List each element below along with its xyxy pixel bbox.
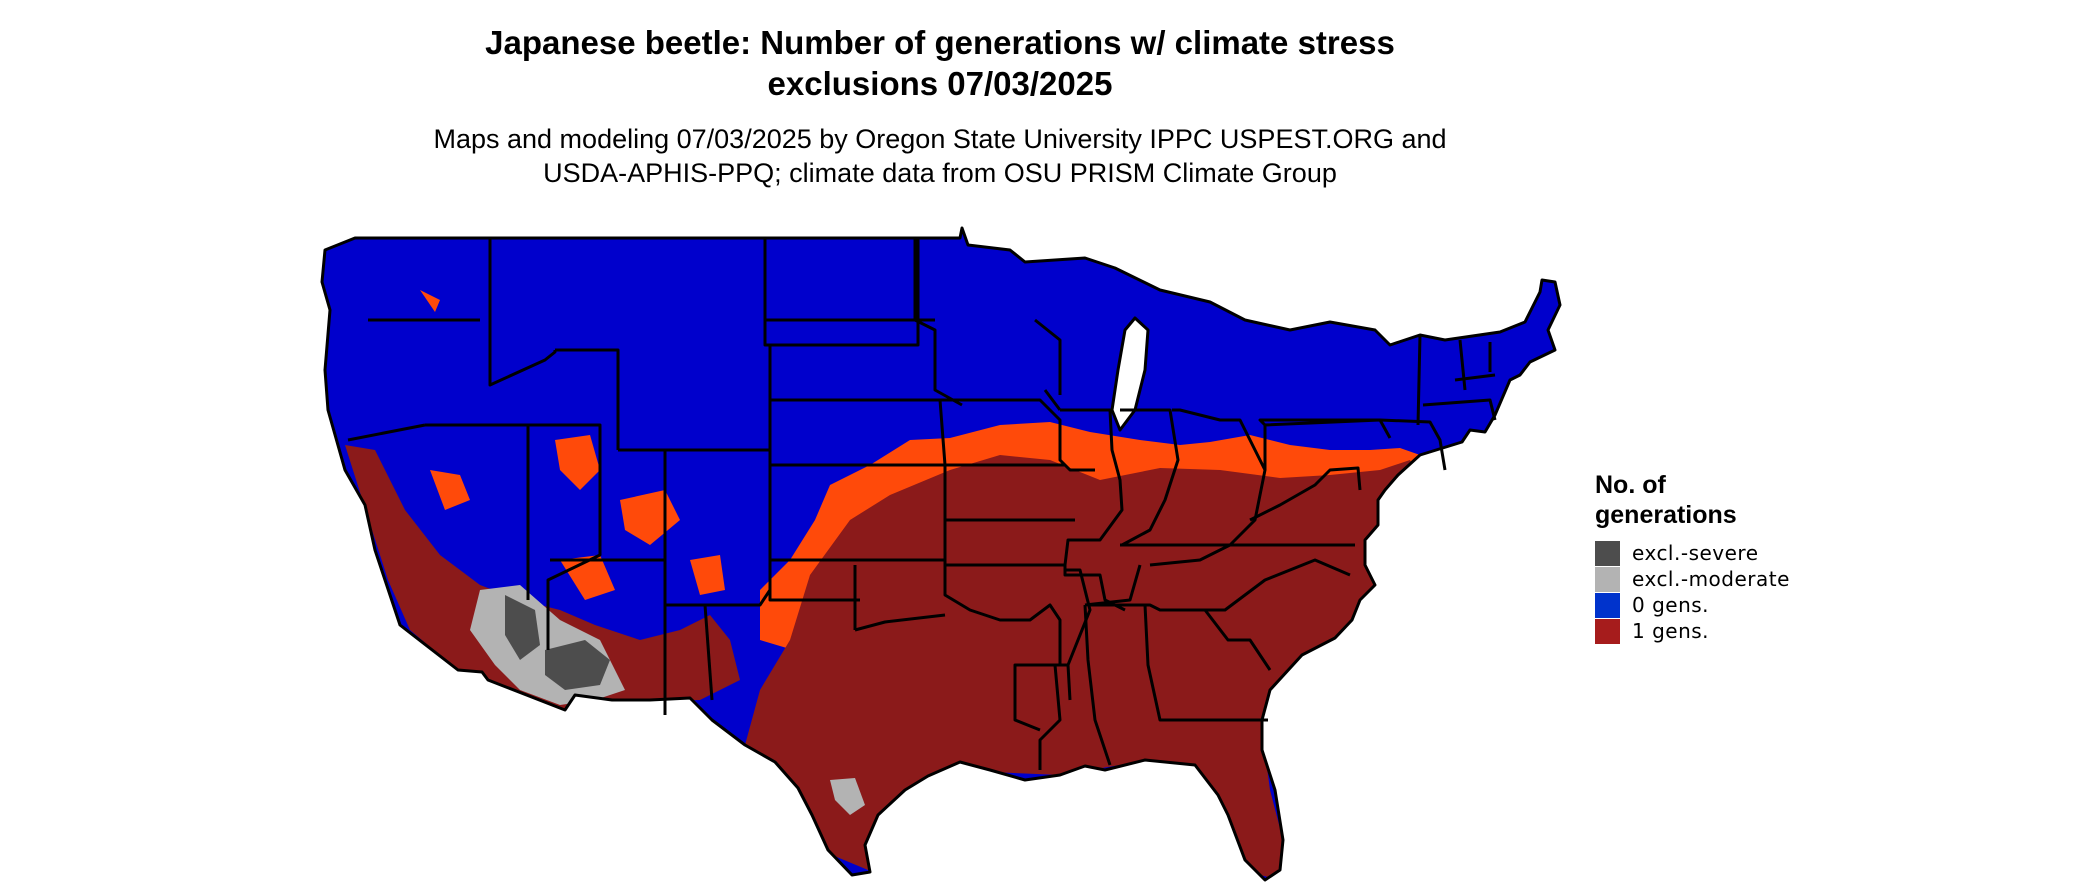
- legend-title: No. of generations: [1595, 470, 1790, 530]
- legend-swatch-1-gens: [1595, 618, 1620, 644]
- legend-label-1-gens: 1 gens.: [1632, 619, 1710, 643]
- map-title: Japanese beetle: Number of generations w…: [0, 22, 1880, 104]
- legend-swatch-excl-severe: [1595, 540, 1620, 566]
- map-title-line-2: exclusions 07/03/2025: [767, 65, 1113, 102]
- map-legend: No. of generations excl.-severe excl.-mo…: [1595, 470, 1790, 644]
- legend-title-line-1: No. of: [1595, 471, 1666, 499]
- legend-item-1-gens: 1 gens.: [1595, 618, 1790, 644]
- map-subtitle: Maps and modeling 07/03/2025 by Oregon S…: [0, 122, 1880, 190]
- state-borders: [320, 226, 1562, 882]
- map-subtitle-line-2: USDA-APHIS-PPQ; climate data from OSU PR…: [543, 158, 1337, 188]
- legend-swatch-excl-moderate: [1595, 566, 1620, 592]
- legend-swatch-0-gens: [1595, 592, 1620, 618]
- legend-label-0-gens: 0 gens.: [1632, 593, 1710, 617]
- legend-item-excl-moderate: excl.-moderate: [1595, 566, 1790, 592]
- map-fill-layers: [322, 228, 1560, 880]
- legend-label-excl-moderate: excl.-moderate: [1632, 567, 1790, 591]
- exclusion-severe-areas: [505, 595, 610, 690]
- legend-label-excl-severe: excl.-severe: [1632, 541, 1759, 565]
- us-generations-map: [320, 226, 1562, 882]
- map-title-line-1: Japanese beetle: Number of generations w…: [485, 24, 1395, 61]
- legend-item-0-gens: 0 gens.: [1595, 592, 1790, 618]
- legend-title-line-2: generations: [1595, 501, 1737, 529]
- map-subtitle-line-1: Maps and modeling 07/03/2025 by Oregon S…: [433, 124, 1447, 154]
- legend-item-excl-severe: excl.-severe: [1595, 540, 1790, 566]
- one-gens-west: [345, 445, 740, 710]
